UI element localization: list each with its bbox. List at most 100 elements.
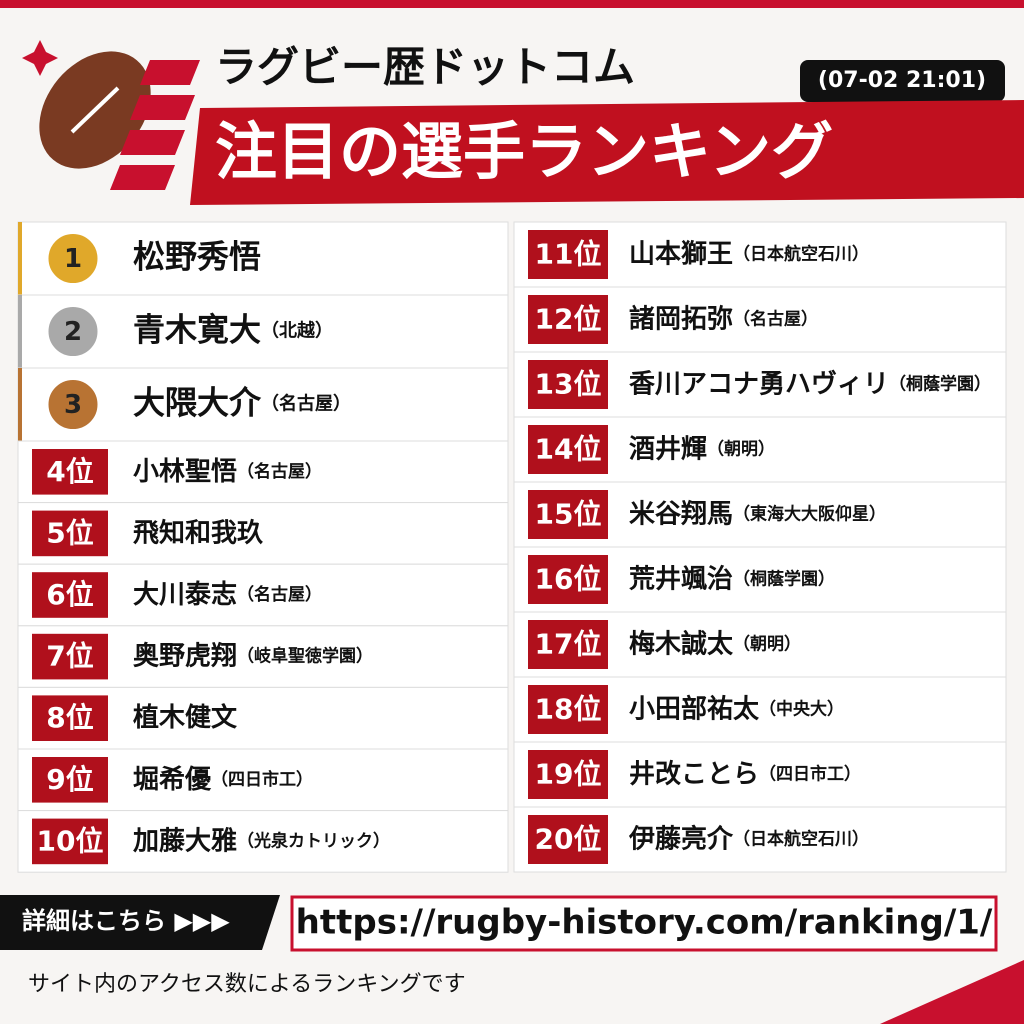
rank-badge (32, 757, 108, 803)
team: （四日市工） (211, 769, 313, 790)
rank: 3 (64, 390, 82, 420)
timestamp: (07-02 21:01) (818, 68, 986, 93)
rank-badge (528, 425, 608, 474)
rank-badge (528, 555, 608, 604)
rank-badge (32, 449, 108, 495)
row-accent (18, 295, 22, 368)
team: （日本航空石川） (733, 244, 869, 265)
rank: 14位 (535, 433, 602, 466)
team: （名古屋） (237, 584, 322, 605)
rank: 2 (64, 317, 82, 347)
player-name: 井改ことら（四日市工） (629, 758, 861, 789)
row-accent (18, 368, 22, 441)
player-name: 松野秀悟 (133, 238, 261, 276)
rank-badge (528, 815, 608, 864)
player-name: 伊藤亮介（日本航空石川） (628, 823, 869, 854)
medal (45, 377, 101, 432)
player-name: 堀希優（四日市工） (133, 763, 313, 794)
team: （名古屋） (733, 309, 818, 330)
rank: 17位 (535, 628, 602, 661)
team: （桐蔭学園） (889, 374, 991, 395)
rank: 1 (64, 244, 82, 274)
name: 青木寛大 (133, 311, 261, 349)
rank: 6位 (46, 578, 93, 611)
rank-badge (32, 695, 108, 741)
player-name: 小林聖悟（名古屋） (133, 456, 322, 486)
rank: 4位 (46, 455, 93, 488)
name: 大川泰志 (133, 580, 237, 610)
name: 井改ことら (629, 758, 759, 789)
player-name: 山本獅王（日本航空石川） (629, 238, 869, 269)
logo (22, 40, 200, 190)
team: （名古屋） (261, 393, 351, 415)
rank: 19位 (535, 758, 602, 791)
player-name: 大川泰志（名古屋） (133, 580, 322, 610)
rank: 18位 (535, 693, 602, 726)
title-banner (190, 100, 1024, 205)
name: 奥野虎翔 (133, 640, 237, 671)
player-name: 米谷翔馬（東海大大阪仰星） (629, 499, 886, 529)
rank: 8位 (46, 701, 93, 734)
rank-badge (32, 818, 108, 865)
team: （四日市工） (759, 764, 861, 785)
url[interactable]: https://rugby-history.com/ranking/1/ (296, 903, 993, 943)
rank-badge (32, 633, 108, 680)
name: 大隈大介 (133, 384, 262, 422)
rank: 7位 (46, 640, 93, 673)
player-name: 梅木誠太（朝明） (629, 628, 801, 659)
link-label-bg (0, 895, 280, 950)
rank: 20位 (535, 823, 602, 856)
name: 山本獅王 (629, 238, 733, 269)
name: 飛知和我玖 (133, 518, 263, 548)
team: （朝明） (733, 634, 801, 655)
row-accent (18, 222, 22, 295)
team: （朝明） (707, 439, 775, 460)
player-name: 荒井颯治（桐蔭学園） (629, 564, 835, 594)
team: （北越） (261, 320, 333, 342)
name: 小田部祐太 (629, 694, 760, 724)
note: サイト内のアクセス数によるランキングです (28, 972, 466, 997)
url-box[interactable] (290, 895, 998, 952)
player-name: 小田部祐太（中央大） (629, 694, 844, 724)
rank-badge (528, 685, 608, 734)
link-label: 詳細はこちら ▶▶▶ (22, 907, 230, 935)
player-name: 奥野虎翔（岐阜聖徳学園） (133, 640, 373, 671)
team: （光泉カトリック） (237, 830, 390, 851)
player-name: 香川アコナ勇ハヴィリ（桐蔭学園） (629, 368, 991, 399)
name: 伊藤亮介 (628, 823, 734, 854)
team: （中央大） (759, 699, 844, 720)
rank: 15位 (535, 498, 602, 531)
name: 堀希優 (133, 763, 212, 794)
name: 加藤大雅 (133, 826, 237, 856)
player-name: 青木寛大（北越） (133, 311, 333, 349)
name: 小林聖悟 (133, 456, 237, 486)
top-strip (0, 0, 1024, 8)
rank-badge (528, 750, 608, 799)
name: 米谷翔馬 (629, 499, 733, 529)
name: 荒井颯治 (629, 564, 733, 594)
rank-badge (528, 490, 608, 539)
rank: 12位 (535, 303, 602, 336)
rank-badge (528, 295, 608, 344)
player-name: 植木健文 (133, 702, 238, 733)
player-name: 大隈大介（名古屋） (133, 384, 351, 422)
team: （名古屋） (237, 461, 322, 482)
name: 植木健文 (133, 702, 238, 733)
medal (45, 304, 101, 359)
name: 酒井輝 (629, 434, 707, 464)
title: 注目の選手ランキング (215, 115, 833, 188)
name: 松野秀悟 (133, 238, 261, 276)
medal (45, 231, 101, 286)
rank: 10位 (37, 824, 104, 857)
name: 香川アコナ勇ハヴィリ (629, 368, 889, 399)
rank-badge (528, 360, 608, 409)
rank-badge (528, 230, 608, 279)
team: （桐蔭学園） (733, 569, 835, 590)
rank: 5位 (46, 516, 93, 549)
name: 諸岡拓弥 (629, 303, 733, 334)
rank-badge (32, 510, 108, 557)
rank: 11位 (535, 238, 602, 271)
rank: 16位 (535, 563, 602, 596)
